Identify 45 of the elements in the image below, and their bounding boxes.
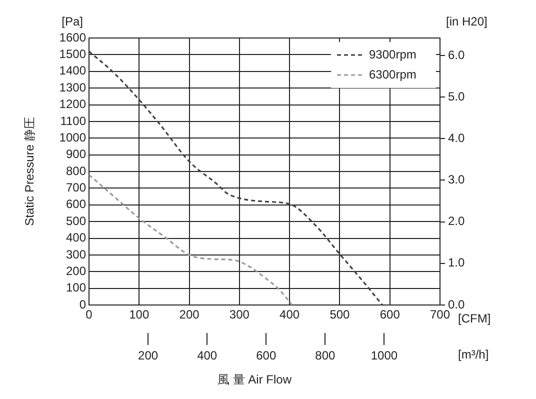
y-tick-label: 1300	[59, 80, 86, 94]
y2-tick-label: 3.0	[448, 172, 466, 187]
y2-tick-label: 5.0	[448, 89, 466, 104]
x2-tick-label: 400	[197, 348, 218, 363]
x2-tick-label: 800	[315, 348, 336, 363]
x2-tick-label: 1000	[370, 348, 398, 363]
x-axis-title: 風 量 Air Flow	[217, 372, 292, 386]
y-tick-label: 1000	[59, 130, 86, 144]
y-tick-label: 400	[66, 230, 86, 245]
legend-label: 9300rpm	[369, 47, 416, 62]
x-tick-label: 600	[380, 308, 400, 322]
y2-tick-label: 2.0	[448, 214, 466, 228]
y-tick-label: 500	[66, 214, 86, 228]
y2-tick-label: 0.0	[448, 297, 466, 312]
y-tick-label: 300	[66, 247, 86, 262]
y-tick-label: 900	[66, 147, 86, 162]
x-tick-label: 700	[430, 308, 450, 322]
legend-label: 6300rpm	[369, 67, 416, 82]
y2-axis-title: [in H20]	[446, 14, 488, 28]
y2-tick-label: 6.0	[448, 48, 466, 62]
line-series	[89, 174, 293, 305]
y2-tick-label: 4.0	[448, 130, 466, 145]
y-tick-label: 1600	[59, 30, 86, 44]
x2-tick-label: 600	[256, 348, 276, 363]
y-tick-label: 200	[66, 264, 86, 278]
text: [m³/h]	[458, 347, 489, 362]
x-tick-label: 300	[229, 308, 250, 322]
y-tick-label: 700	[66, 180, 86, 194]
y-tick-label: 0	[79, 297, 86, 312]
x2-tick-label: 200	[138, 348, 158, 363]
text: [Pa]	[62, 14, 83, 28]
x-tick-label: 500	[330, 308, 350, 322]
y2-tick-label: 1.0	[448, 256, 466, 270]
y-tick-label: 1400	[59, 64, 86, 78]
y-tick-label: 1200	[59, 97, 86, 112]
y-tick-label: 100	[66, 280, 86, 295]
x-tick-label: 400	[280, 308, 300, 322]
text: [CFM]	[458, 311, 491, 326]
y-tick-label: 800	[66, 164, 86, 178]
y-axis-title: Static Pressure 静圧	[22, 117, 36, 226]
y-tick-label: 1100	[60, 114, 86, 128]
x-tick-label: 100	[129, 308, 150, 322]
x-tick-label: 200	[179, 308, 200, 322]
y-tick-label: 600	[66, 197, 86, 212]
y-tick-label: 1500	[59, 47, 86, 61]
